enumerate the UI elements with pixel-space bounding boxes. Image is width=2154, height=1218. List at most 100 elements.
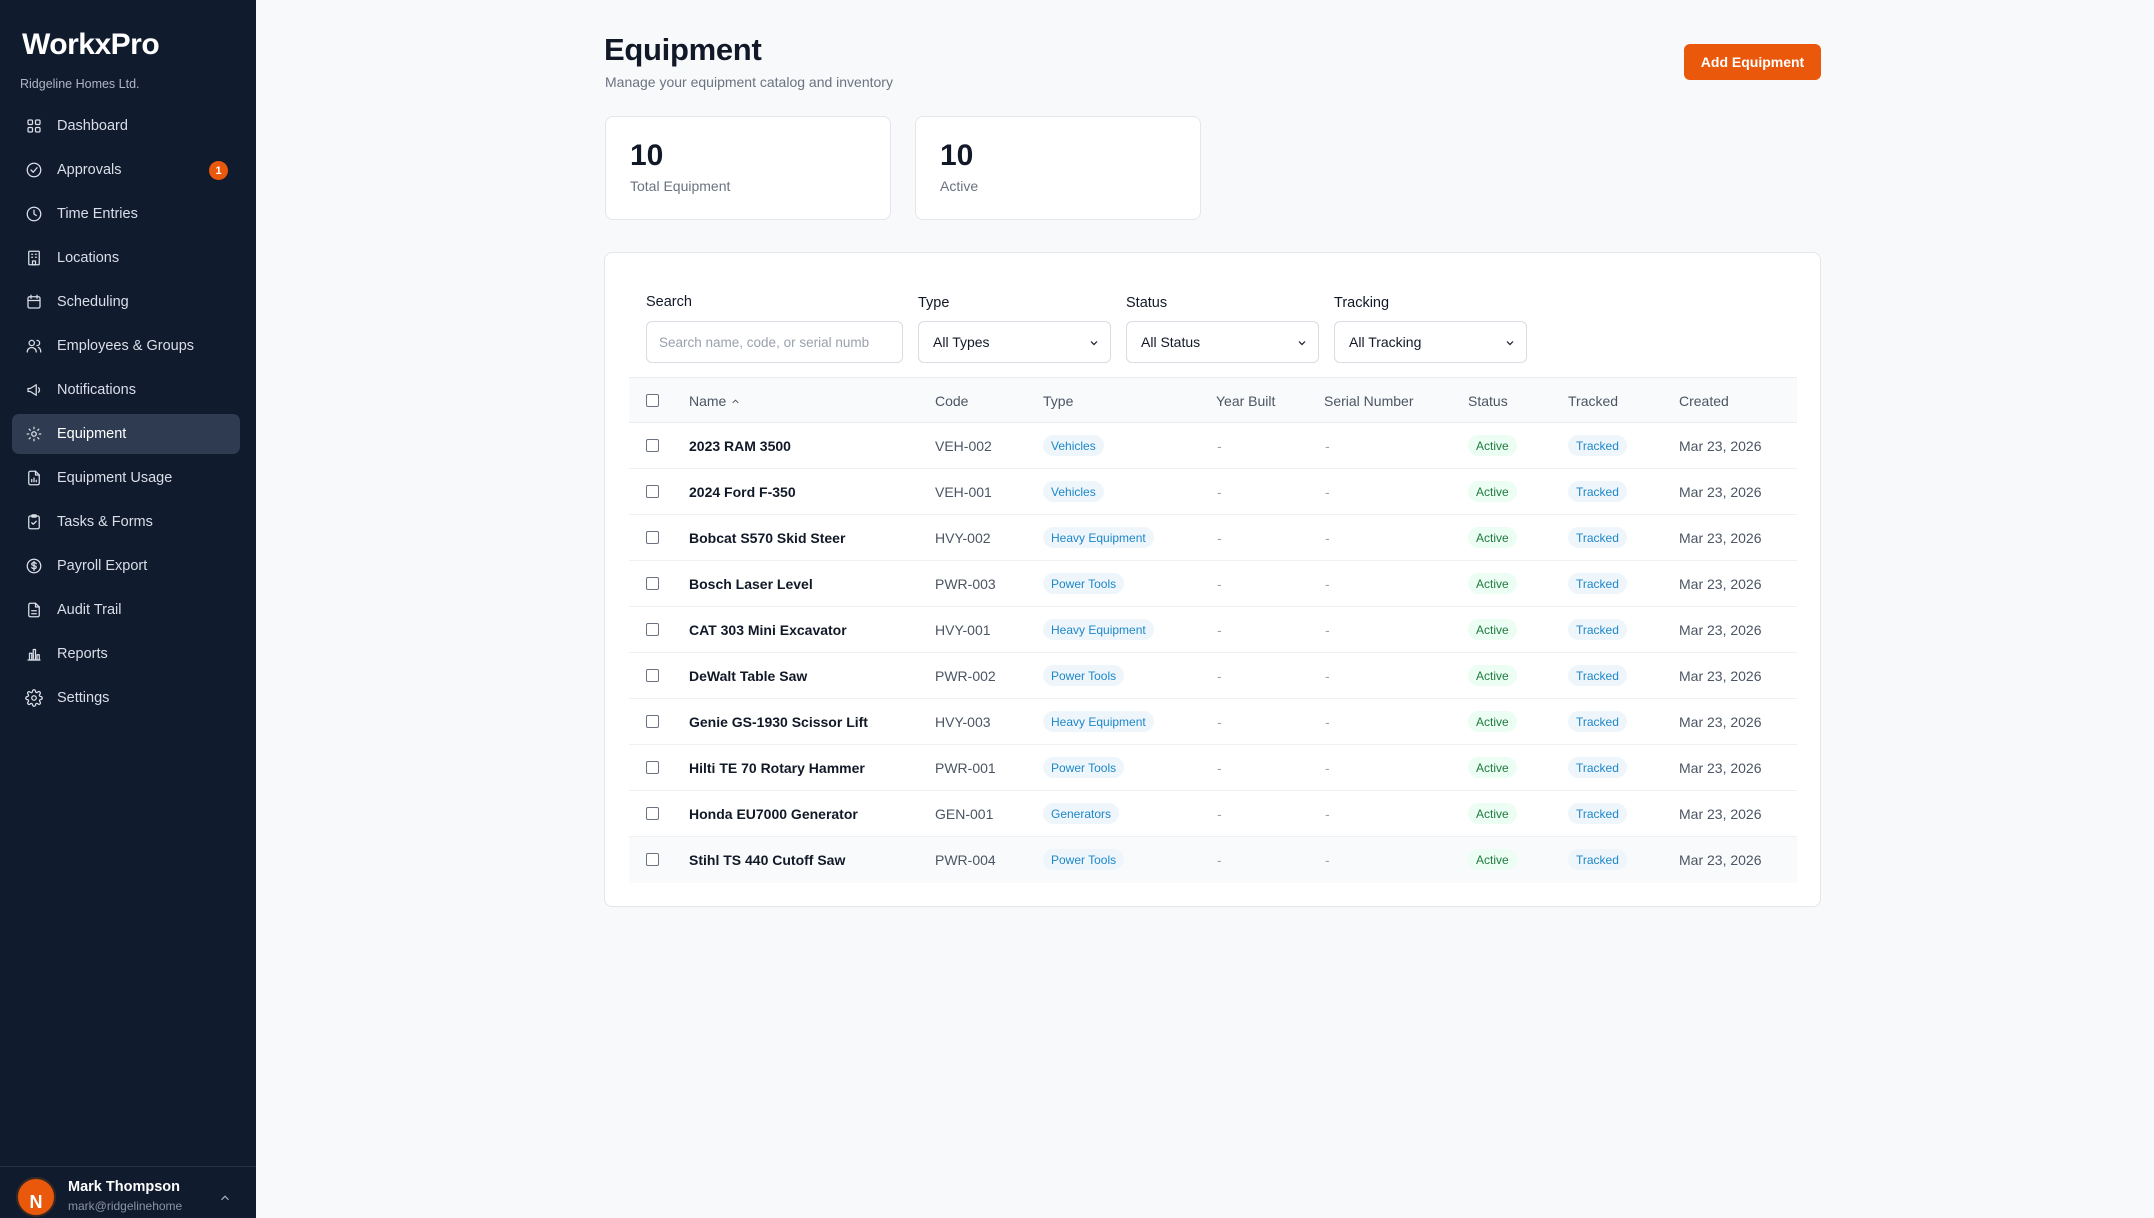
sidebar-item-locations[interactable]: Locations (12, 238, 240, 278)
megaphone-icon (25, 381, 43, 399)
avatar[interactable]: N (16, 1177, 56, 1217)
equipment-name[interactable]: Bobcat S570 Skid Steer (689, 530, 846, 546)
sidebar-item-label: Settings (57, 690, 110, 706)
serial-number: - (1325, 760, 1330, 776)
sidebar-item-payroll-export[interactable]: Payroll Export (12, 546, 240, 586)
type-badge: Power Tools (1043, 573, 1125, 594)
status-badge: Active (1468, 665, 1517, 686)
sidebar-item-audit-trail[interactable]: Audit Trail (12, 590, 240, 630)
row-checkbox[interactable] (646, 485, 659, 498)
sidebar-item-label: Locations (57, 250, 120, 266)
serial-number: - (1325, 668, 1330, 684)
row-checkbox[interactable] (646, 577, 659, 590)
bar-chart-icon (25, 645, 43, 663)
table-row[interactable]: CAT 303 Mini Excavator HVY-001 Heavy Equip… (629, 607, 1797, 653)
tracked-badge: Tracked (1568, 757, 1627, 778)
row-checkbox[interactable] (646, 623, 659, 636)
sidebar-item-dashboard[interactable]: Dashboard (12, 106, 240, 146)
equipment-name[interactable]: DeWalt Table Saw (689, 668, 808, 684)
table-row[interactable]: Hilti TE 70 Rotary Hammer PWR-001 Power To… (629, 745, 1797, 791)
calendar-icon (25, 293, 43, 311)
column-header-serial-number: Serial Number (1324, 393, 1414, 409)
equipment-name[interactable]: Honda EU7000 Generator (689, 806, 858, 822)
type-badge: Power Tools (1043, 757, 1125, 778)
users-icon (25, 337, 43, 355)
company-name: Ridgeline Homes Ltd. (20, 77, 140, 91)
equipment-name[interactable]: Stihl TS 440 Cutoff Saw (689, 852, 846, 868)
year-built: - (1217, 530, 1222, 546)
table-row[interactable]: Stihl TS 440 Cutoff Saw PWR-004 Power Tool… (629, 837, 1797, 883)
type-badge: Vehicles (1043, 435, 1104, 456)
equipment-name[interactable]: Genie GS-1930 Scissor Lift (689, 714, 868, 730)
equipment-code: VEH-002 (935, 438, 992, 454)
row-checkbox[interactable] (646, 853, 659, 866)
row-checkbox[interactable] (646, 669, 659, 682)
equipment-code: PWR-001 (935, 760, 996, 776)
equipment-name[interactable]: Bosch Laser Level (689, 576, 813, 592)
equipment-name[interactable]: CAT 303 Mini Excavator (689, 622, 847, 638)
tracking-select[interactable]: All Tracking (1334, 321, 1527, 363)
row-checkbox[interactable] (646, 531, 659, 544)
created-date: Mar 23, 2026 (1679, 806, 1762, 822)
gear-icon (25, 425, 43, 443)
column-header-status: Status (1468, 393, 1508, 409)
stat-value: 10 (940, 139, 974, 172)
sidebar-item-equipment[interactable]: Equipment (12, 414, 240, 454)
settings-icon (25, 689, 43, 707)
sidebar-item-approvals[interactable]: Approvals 1 (12, 150, 240, 190)
select-all-checkbox[interactable] (646, 394, 659, 407)
chevron-up-icon[interactable] (218, 1191, 232, 1210)
page-subtitle: Manage your equipment catalog and invent… (605, 74, 893, 90)
sidebar-item-settings[interactable]: Settings (12, 678, 240, 718)
row-checkbox[interactable] (646, 715, 659, 728)
brand-logo[interactable]: WorkxPro (22, 28, 160, 61)
column-header-name[interactable]: Name (689, 393, 741, 410)
table-row[interactable]: Genie GS-1930 Scissor Lift HVY-003 Heavy E… (629, 699, 1797, 745)
status-select[interactable]: All Status (1126, 321, 1319, 363)
sidebar-item-scheduling[interactable]: Scheduling (12, 282, 240, 322)
user-menu[interactable]: N Mark Thompson mark@ridgelinehome (0, 1166, 256, 1218)
sidebar-item-label: Scheduling (57, 294, 129, 310)
chevron-down-icon (1088, 336, 1100, 352)
equipment-code: VEH-001 (935, 484, 992, 500)
sidebar-item-label: Time Entries (57, 206, 138, 222)
tracking-select-value: All Tracking (1349, 334, 1422, 350)
sidebar-item-time-entries[interactable]: Time Entries (12, 194, 240, 234)
sidebar-item-notifications[interactable]: Notifications (12, 370, 240, 410)
sidebar-item-label: Equipment (57, 426, 127, 442)
table-row[interactable]: Bosch Laser Level PWR-003 Power Tools - - Act… (629, 561, 1797, 607)
table-row[interactable]: Bobcat S570 Skid Steer HVY-002 Heavy Equip… (629, 515, 1797, 561)
sidebar-item-reports[interactable]: Reports (12, 634, 240, 674)
status-select-value: All Status (1141, 334, 1201, 350)
table-row[interactable]: 2023 RAM 3500 VEH-002 Vehicles - - Active Trac… (629, 423, 1797, 469)
sidebar-item-tasks-and-forms[interactable]: Tasks & Forms (12, 502, 240, 542)
building-icon (25, 249, 43, 267)
status-badge: Active (1468, 757, 1517, 778)
search-input[interactable] (646, 321, 903, 363)
table-row[interactable]: Honda EU7000 Generator GEN-001 Generators -… (629, 791, 1797, 837)
year-built: - (1217, 622, 1222, 638)
table-row[interactable]: DeWalt Table Saw PWR-002 Power Tools - - Acti… (629, 653, 1797, 699)
table-row[interactable]: 2024 Ford F-350 VEH-001 Vehicles - - Active Tr… (629, 469, 1797, 515)
year-built: - (1217, 576, 1222, 592)
tracked-badge: Tracked (1568, 619, 1627, 640)
notification-badge: 1 (209, 161, 228, 180)
type-badge: Generators (1043, 803, 1120, 824)
search-label: Search (646, 294, 692, 310)
status-label: Status (1126, 295, 1168, 311)
row-checkbox[interactable] (646, 807, 659, 820)
sidebar-item-label: Audit Trail (57, 602, 122, 618)
equipment-code: PWR-004 (935, 852, 996, 868)
sidebar-item-employees-and-groups[interactable]: Employees & Groups (12, 326, 240, 366)
column-header-created: Created (1679, 393, 1729, 409)
row-checkbox[interactable] (646, 439, 659, 452)
equipment-name[interactable]: 2024 Ford F-350 (689, 484, 796, 500)
check-circle-icon (25, 161, 43, 179)
add-equipment-button[interactable]: Add Equipment (1684, 44, 1821, 80)
row-checkbox[interactable] (646, 761, 659, 774)
equipment-name[interactable]: Hilti TE 70 Rotary Hammer (689, 760, 865, 776)
sidebar-item-equipment-usage[interactable]: Equipment Usage (12, 458, 240, 498)
serial-number: - (1325, 622, 1330, 638)
type-select[interactable]: All Types (918, 321, 1111, 363)
equipment-name[interactable]: 2023 RAM 3500 (689, 438, 791, 454)
